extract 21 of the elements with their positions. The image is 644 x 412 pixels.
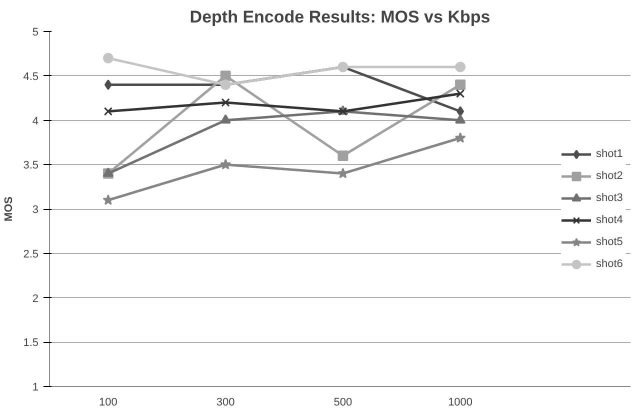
x-tick-label: 100: [99, 396, 118, 408]
y-tick-label: 2.5: [23, 248, 39, 260]
y-tick-label: 1.5: [23, 337, 39, 350]
x-tick-label: 300: [216, 396, 235, 408]
legend-label: shot6: [596, 258, 624, 270]
legend-label: shot3: [596, 192, 624, 204]
y-tick-label: 3: [32, 204, 39, 216]
y-tick-label: 3.5: [23, 160, 39, 172]
y-tick-label: 5: [32, 26, 39, 38]
y-axis-title: MOS: [3, 196, 16, 222]
legend-label: shot1: [596, 148, 624, 160]
x-tick-label: 500: [334, 396, 352, 408]
legend-label: shot2: [596, 170, 624, 182]
legend-label: shot4: [596, 214, 624, 226]
chart-title: Depth Encode Results: MOS vs Kbps: [190, 8, 490, 26]
legend-label: shot5: [596, 236, 624, 248]
x-tick-label: 1000: [448, 396, 473, 408]
y-tick-label: 4: [32, 115, 39, 128]
y-tick-label: 4.5: [23, 70, 39, 83]
y-tick-label: 2: [32, 292, 39, 305]
y-tick-label: 1: [32, 382, 39, 394]
